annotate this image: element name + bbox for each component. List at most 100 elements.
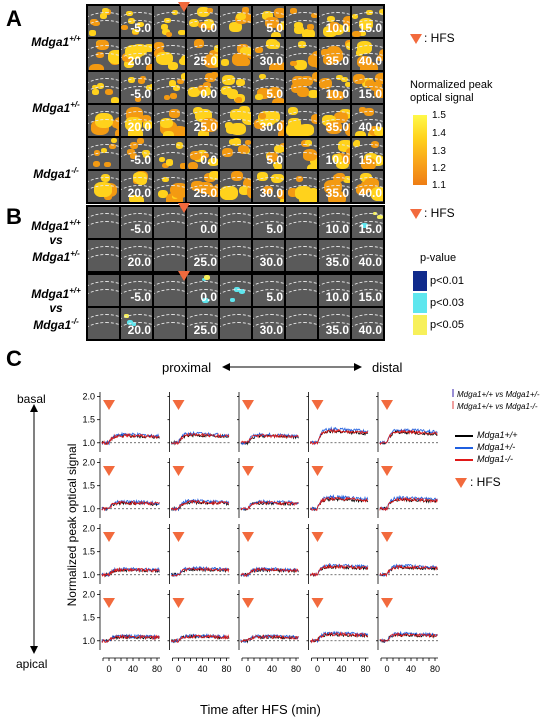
heatmap-cell: 35.0 <box>319 308 350 339</box>
y-tick-label: 1.0 <box>82 570 95 580</box>
heatmap-cell: 40.0 <box>352 39 383 70</box>
colorbar-tick: 1.5 <box>432 110 446 121</box>
heatmap-cell: 35.0 <box>319 171 350 202</box>
timecourse-subplot <box>167 458 230 518</box>
heatmap-cell <box>154 138 185 169</box>
hfs-marker <box>381 400 393 410</box>
timecourse-line <box>309 428 369 445</box>
heatmap-cell: 40.0 <box>352 308 383 339</box>
time-label: 30.0 <box>259 54 283 68</box>
hfs-marker <box>311 466 324 476</box>
timecourse-line <box>101 500 160 512</box>
timecourse-subplot: 1.0 1.5 2.0 0 40 80 <box>82 590 162 674</box>
timecourse-subplot: 1.0 1.5 2.0 <box>82 458 160 518</box>
time-label: -5.0 <box>130 290 151 304</box>
hfs-marker <box>172 466 185 476</box>
hfs-marker <box>381 466 393 476</box>
x-tick-label: 40 <box>197 664 207 674</box>
timecourse-subplot <box>167 524 230 584</box>
heatmap-cell: -5.0 <box>121 275 152 306</box>
pvalue-label-2: p<0.03 <box>430 297 464 309</box>
time-label: 0.0 <box>200 87 217 101</box>
x-tick-label: 80 <box>430 664 440 674</box>
hfs-marker <box>242 532 254 542</box>
heatmap-cell: 20.0 <box>121 240 152 271</box>
hfs-marker <box>172 598 185 608</box>
heatmap-cell <box>286 138 317 169</box>
y-tick-label: 1.5 <box>82 613 95 623</box>
timecourse-subplot <box>376 458 438 518</box>
x-tick-label: 0 <box>106 664 111 674</box>
time-label: 35.0 <box>325 54 349 68</box>
sig-legend-1-swatch <box>452 389 454 397</box>
x-tick-label: 0 <box>245 664 250 674</box>
time-label: 25.0 <box>193 323 217 337</box>
timecourse-subplot: 1.0 1.5 2.0 <box>82 392 160 452</box>
hfs-marker <box>103 400 115 410</box>
heatmap-cell <box>154 39 185 70</box>
x-tick-label: 80 <box>221 664 231 674</box>
time-label: 20.0 <box>127 255 151 269</box>
heatmap-cell <box>88 275 119 306</box>
heatmap-cell: 20.0 <box>121 308 152 339</box>
hfs-marker <box>311 598 324 608</box>
x-tick-label: 40 <box>336 664 346 674</box>
panel-b-grid-2: -5.0 0.0 5.0 10.0 15.0 20.0 25.0 30.0 35.0 40.0 <box>86 273 385 341</box>
time-label: 10.0 <box>325 153 349 167</box>
heatmap-cell: 10.0 <box>319 138 350 169</box>
proximal-distal-arrow <box>222 363 362 371</box>
heatmap-cell: 10.0 <box>319 6 350 37</box>
colorbar-tick: 1.1 <box>432 180 446 191</box>
distal-label: distal <box>372 360 403 375</box>
timecourse-subplot <box>306 458 369 518</box>
heatmap-cell: 5.0 <box>253 275 284 306</box>
heatmap-cell <box>154 240 185 271</box>
basal-apical-arrow <box>30 404 38 654</box>
timecourse-line <box>309 563 369 577</box>
heatmap-cell <box>286 240 317 271</box>
hfs-marker <box>381 532 393 542</box>
basal-label: basal <box>17 392 46 406</box>
timecourse-line <box>310 496 369 512</box>
timecourse-line <box>170 499 230 512</box>
heatmap-cell <box>88 39 119 70</box>
y-tick-label: 1.0 <box>82 636 95 646</box>
heatmap-cell: 15.0 <box>352 138 383 169</box>
heatmap-cell: 0.0 <box>187 275 218 306</box>
row-label-wt: Mdga1+/+ <box>31 34 81 49</box>
panel-a-heatmap-grid: -5.0 0.0 5.0 10.0 15.0 20.0 25.0 30.0 35.0 40.0 -5… <box>86 4 385 204</box>
time-label: 25.0 <box>193 54 217 68</box>
heatmap-cell <box>88 171 119 202</box>
heatmap-cell: 15.0 <box>352 275 383 306</box>
line-legend-2: Mdga1+/- <box>455 442 515 452</box>
heatmap-cell <box>88 6 119 37</box>
heatmap-cell <box>88 308 119 339</box>
timecourse-line <box>101 566 160 578</box>
hfs-legend-text-b: : HFS <box>424 206 455 220</box>
heatmap-cell <box>286 275 317 306</box>
x-tick-label: 0 <box>315 664 320 674</box>
timecourse-line <box>170 633 230 643</box>
time-label: 30.0 <box>259 255 283 269</box>
timecourse-subplot: 1.0 1.5 2.0 <box>82 524 160 584</box>
hfs-marker <box>103 532 115 542</box>
heatmap-cell: 25.0 <box>187 308 218 339</box>
hfs-marker <box>381 598 393 608</box>
y-tick-label: 2.0 <box>82 392 95 402</box>
heatmap-cell: -5.0 <box>121 138 152 169</box>
time-label: 5.0 <box>266 290 283 304</box>
colorbar <box>413 115 427 185</box>
heatmap-cell <box>88 72 119 103</box>
time-label: 15.0 <box>358 153 382 167</box>
time-label: 35.0 <box>325 186 349 200</box>
time-label: 20.0 <box>127 120 151 134</box>
pvalue-swatch-2 <box>413 293 427 313</box>
heatmap-cell: 30.0 <box>253 105 284 136</box>
timecourse-line <box>101 432 160 446</box>
comparison-label-2: Mdga1+/+ vs Mdga1-/- <box>31 286 81 332</box>
timecourse-line <box>240 498 299 511</box>
timecourse-line <box>379 564 438 578</box>
panel-b-grid-1: -5.0 0.0 5.0 10.0 15.0 20.0 25.0 30.0 35.0 40.0 <box>86 205 385 273</box>
time-label: 5.0 <box>266 21 283 35</box>
time-label: -5.0 <box>130 21 151 35</box>
